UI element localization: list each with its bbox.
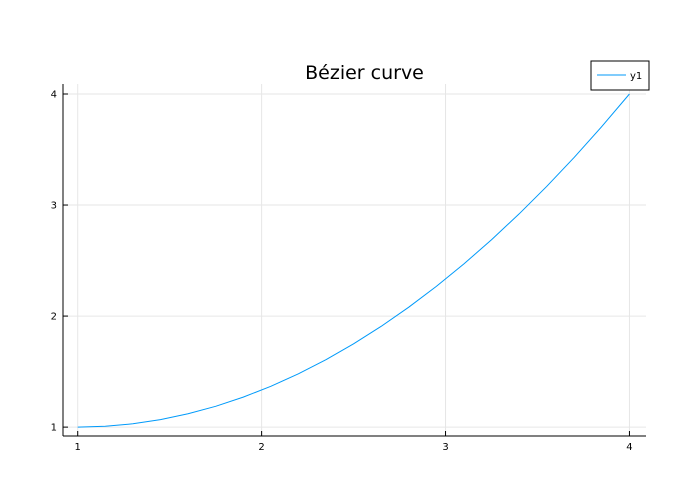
series-line-y1 (77, 93, 630, 428)
x-tick-label: 2 (258, 442, 264, 453)
x-tick-label: 4 (626, 442, 632, 453)
grid (63, 84, 646, 436)
series-layer (77, 93, 630, 428)
x-tick-label: 1 (75, 442, 81, 453)
legend-label: y1 (630, 71, 642, 82)
y-tick-label: 1 (51, 423, 57, 434)
chart-title: Bézier curve (305, 62, 424, 84)
y-tick-label: 3 (51, 201, 57, 212)
y-tick-label: 4 (51, 89, 57, 100)
x-tick-label: 3 (442, 442, 448, 453)
legend: y1 (590, 60, 650, 91)
axes (62, 84, 646, 437)
y-tick-label: 2 (51, 312, 57, 323)
ticks: 1 2 3 4 1 2 3 4 (51, 89, 633, 453)
